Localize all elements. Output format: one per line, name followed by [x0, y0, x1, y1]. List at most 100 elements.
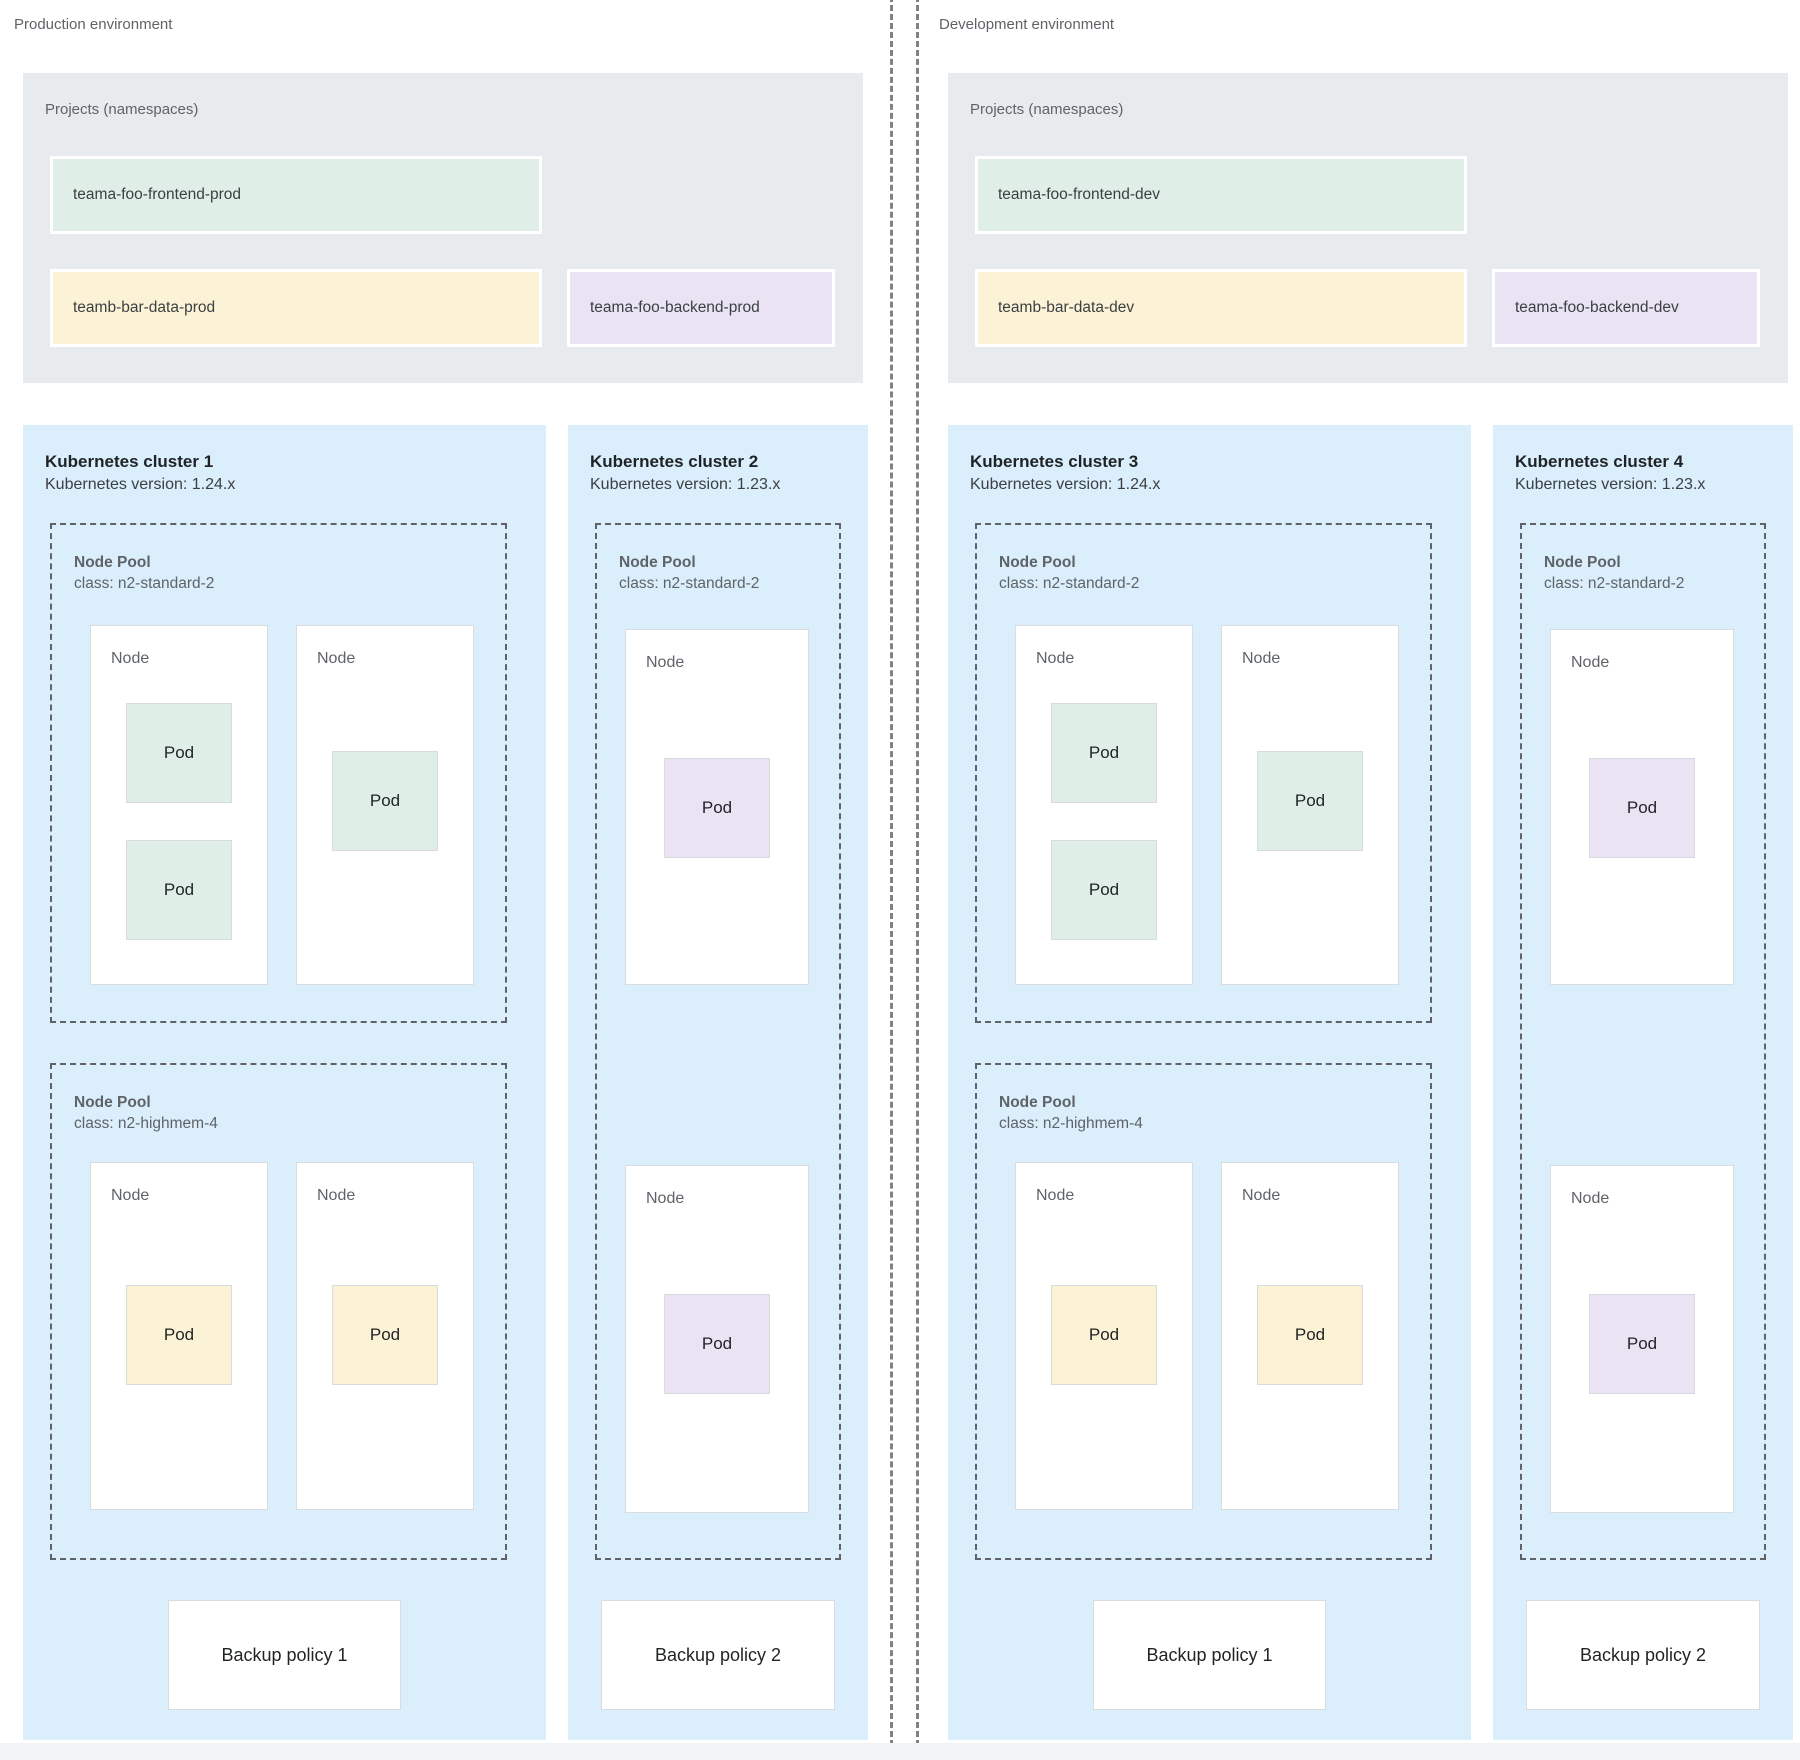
node-label: Node — [1571, 1190, 1610, 1207]
node-label: Node — [111, 1187, 150, 1204]
node: Node Pod Pod — [90, 625, 268, 985]
backup-policy: Backup policy 1 — [1093, 1600, 1326, 1710]
node: Node Pod — [1015, 1162, 1193, 1510]
pod: Pod — [1051, 703, 1157, 803]
namespace-chip-data: teamb-bar-data-dev — [975, 269, 1467, 347]
node: Node Pod — [296, 1162, 474, 1510]
node-pool-label: Node Pool class: n2-standard-2 — [74, 553, 214, 595]
pod: Pod — [1051, 1285, 1157, 1385]
backup-policy: Backup policy 1 — [168, 1600, 401, 1710]
node: Node Pod — [625, 629, 809, 985]
cluster-title: Kubernetes cluster 3 Kubernetes version:… — [970, 451, 1160, 496]
cluster-name: Kubernetes cluster 2 — [590, 452, 759, 471]
node-pool-highmem: Node Pool class: n2-highmem-4 Node Pod N… — [975, 1063, 1432, 1560]
node-pool-name: Node Pool — [999, 1094, 1076, 1111]
pod: Pod — [1257, 751, 1363, 851]
node-label: Node — [646, 654, 685, 671]
cluster-title: Kubernetes cluster 4 Kubernetes version:… — [1515, 451, 1705, 496]
projects-panel: Projects (namespaces) teama-foo-frontend… — [23, 73, 863, 383]
pod: Pod — [1051, 840, 1157, 940]
node-pool-highmem: Node Pool class: n2-highmem-4 Node Pod N… — [50, 1063, 507, 1560]
node-pool-name: Node Pool — [74, 1094, 151, 1111]
node: Node Pod — [625, 1165, 809, 1513]
projects-panel-title: Projects (namespaces) — [970, 101, 1124, 118]
node: Node Pod — [90, 1162, 268, 1510]
node: Node Pod — [296, 625, 474, 985]
cluster-title: Kubernetes cluster 1 Kubernetes version:… — [45, 451, 235, 496]
node-pool-standard: Node Pool class: n2-standard-2 Node Pod … — [595, 523, 841, 1560]
pod: Pod — [126, 1285, 232, 1385]
node-pool-class: class: n2-standard-2 — [999, 574, 1140, 592]
namespace-chip-frontend: teama-foo-frontend-prod — [50, 156, 542, 234]
node: Node Pod — [1221, 1162, 1399, 1510]
projects-panel-title: Projects (namespaces) — [45, 101, 199, 118]
namespace-chip-backend: teama-foo-backend-dev — [1492, 269, 1760, 347]
node-pool-standard: Node Pool class: n2-standard-2 Node Pod … — [1520, 523, 1766, 1560]
node-pool-label: Node Pool class: n2-standard-2 — [999, 553, 1139, 595]
pod: Pod — [332, 1285, 438, 1385]
node: Node Pod Pod — [1015, 625, 1193, 985]
node-label: Node — [317, 1187, 356, 1204]
node-label: Node — [1242, 1187, 1281, 1204]
cluster-title: Kubernetes cluster 2 Kubernetes version:… — [590, 451, 780, 496]
pod: Pod — [332, 751, 438, 851]
node-pool-label: Node Pool class: n2-standard-2 — [1544, 553, 1684, 595]
cluster-version: Kubernetes version: 1.24.x — [970, 475, 1161, 493]
namespace-label: teamb-bar-data-prod — [73, 299, 216, 316]
cluster-name: Kubernetes cluster 3 — [970, 452, 1139, 471]
node-pool-label: Node Pool class: n2-highmem-4 — [999, 1093, 1143, 1135]
node-label: Node — [111, 650, 150, 667]
namespace-label: teama-foo-frontend-prod — [73, 186, 242, 203]
node-pool-class: class: n2-highmem-4 — [74, 1114, 218, 1132]
namespace-chip-data: teamb-bar-data-prod — [50, 269, 542, 347]
kubernetes-cluster-1: Kubernetes cluster 1 Kubernetes version:… — [23, 425, 546, 1740]
kubernetes-cluster-2: Kubernetes cluster 2 Kubernetes version:… — [568, 425, 868, 1740]
pod: Pod — [1257, 1285, 1363, 1385]
bottom-strip — [0, 1743, 1800, 1760]
namespace-label: teama-foo-frontend-dev — [998, 186, 1160, 203]
node-pool-class: class: n2-highmem-4 — [999, 1114, 1143, 1132]
pod: Pod — [1589, 758, 1695, 858]
namespace-chip-backend: teama-foo-backend-prod — [567, 269, 835, 347]
node-pool-name: Node Pool — [1544, 554, 1621, 571]
node-pool-label: Node Pool class: n2-highmem-4 — [74, 1093, 218, 1135]
cluster-version: Kubernetes version: 1.23.x — [590, 475, 781, 493]
node-pool-name: Node Pool — [74, 554, 151, 571]
cluster-version: Kubernetes version: 1.24.x — [45, 475, 236, 493]
namespace-chip-frontend: teama-foo-frontend-dev — [975, 156, 1467, 234]
backup-policy: Backup policy 2 — [1526, 1600, 1760, 1710]
node-label: Node — [1036, 1187, 1075, 1204]
namespace-label: teama-foo-backend-dev — [1515, 299, 1679, 316]
node-label: Node — [646, 1190, 685, 1207]
pod: Pod — [664, 758, 770, 858]
node-pool-standard: Node Pool class: n2-standard-2 Node Pod … — [975, 523, 1432, 1023]
node-pool-class: class: n2-standard-2 — [1544, 574, 1685, 592]
kubernetes-cluster-4: Kubernetes cluster 4 Kubernetes version:… — [1493, 425, 1793, 1740]
pod: Pod — [126, 703, 232, 803]
node-label: Node — [317, 650, 356, 667]
environment-label: Production environment — [14, 16, 173, 33]
cluster-version: Kubernetes version: 1.23.x — [1515, 475, 1706, 493]
pod: Pod — [126, 840, 232, 940]
production-environment: Production environment Projects (namespa… — [0, 0, 890, 1760]
cluster-name: Kubernetes cluster 1 — [45, 452, 214, 471]
node: Node Pod — [1550, 1165, 1734, 1513]
environment-divider-line — [890, 0, 893, 1760]
projects-panel: Projects (namespaces) teama-foo-frontend… — [948, 73, 1788, 383]
kubernetes-cluster-3: Kubernetes cluster 3 Kubernetes version:… — [948, 425, 1471, 1740]
pod: Pod — [1589, 1294, 1695, 1394]
node: Node Pod — [1550, 629, 1734, 985]
node-pool-label: Node Pool class: n2-standard-2 — [619, 553, 759, 595]
development-environment: Development environment Projects (namesp… — [925, 0, 1800, 1760]
cluster-name: Kubernetes cluster 4 — [1515, 452, 1684, 471]
namespace-label: teamb-bar-data-dev — [998, 299, 1135, 316]
pod: Pod — [664, 1294, 770, 1394]
node-pool-name: Node Pool — [999, 554, 1076, 571]
node-pool-name: Node Pool — [619, 554, 696, 571]
node: Node Pod — [1221, 625, 1399, 985]
node-label: Node — [1036, 650, 1075, 667]
node-pool-standard: Node Pool class: n2-standard-2 Node Pod … — [50, 523, 507, 1023]
namespace-label: teama-foo-backend-prod — [590, 299, 760, 316]
node-label: Node — [1242, 650, 1281, 667]
